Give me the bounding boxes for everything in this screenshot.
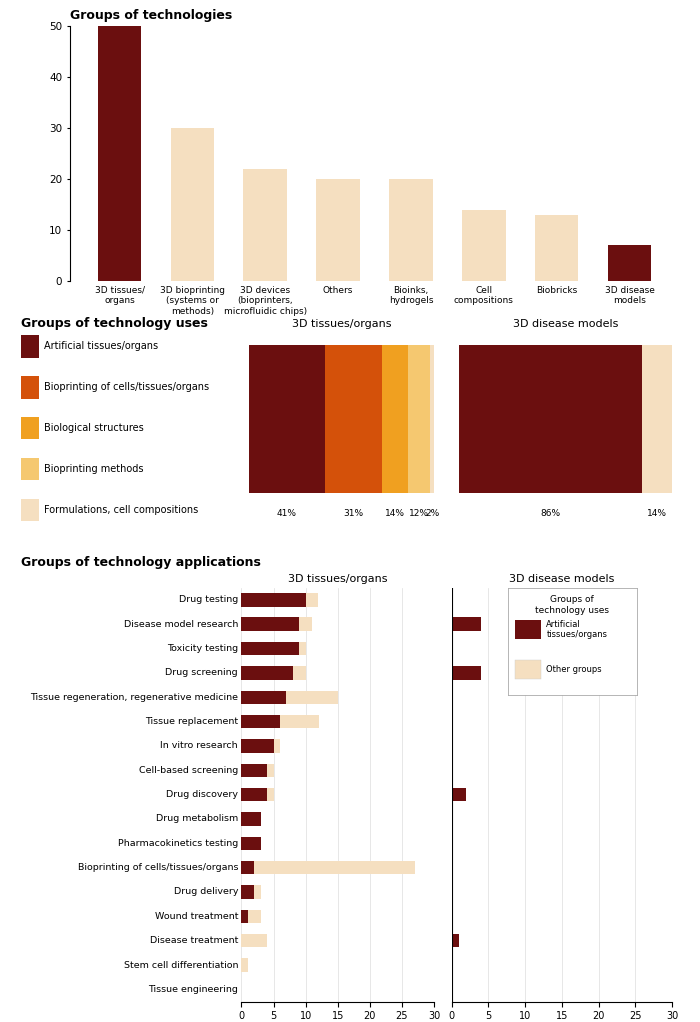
Bar xyxy=(241,837,260,850)
Bar xyxy=(248,345,325,493)
Bar xyxy=(241,861,254,875)
Bar xyxy=(306,593,318,606)
Bar xyxy=(274,739,280,752)
Bar xyxy=(462,210,505,281)
Bar xyxy=(389,179,433,281)
Bar xyxy=(408,345,430,493)
Text: Artificial
tissues/organs: Artificial tissues/organs xyxy=(547,619,608,639)
Text: Formulations, cell compositions: Formulations, cell compositions xyxy=(44,505,198,515)
Text: Groups of
technology uses: Groups of technology uses xyxy=(536,595,609,614)
Text: 31%: 31% xyxy=(343,509,363,518)
Bar xyxy=(241,714,280,729)
Text: Drug testing: Drug testing xyxy=(178,596,238,604)
Text: Drug screening: Drug screening xyxy=(165,668,238,678)
Bar xyxy=(267,788,274,801)
Bar xyxy=(248,910,260,923)
Text: Artificial tissues/organs: Artificial tissues/organs xyxy=(44,341,158,352)
Bar xyxy=(300,642,306,655)
Text: 14%: 14% xyxy=(647,509,667,518)
Text: Toxicity testing: Toxicity testing xyxy=(167,644,238,653)
Bar xyxy=(241,788,267,801)
Bar xyxy=(241,910,248,923)
Bar xyxy=(254,885,260,898)
Bar xyxy=(286,691,337,704)
Text: Biological structures: Biological structures xyxy=(44,423,144,433)
Text: 86%: 86% xyxy=(540,509,561,518)
Text: Pharmacokinetics testing: Pharmacokinetics testing xyxy=(118,839,238,848)
Text: 2%: 2% xyxy=(425,509,440,518)
Text: Bioprinting of cells/tissues/organs: Bioprinting of cells/tissues/organs xyxy=(78,864,238,872)
Bar xyxy=(241,959,248,972)
Text: 14%: 14% xyxy=(385,509,405,518)
Title: 3D tissues/organs: 3D tissues/organs xyxy=(291,319,391,329)
Bar xyxy=(642,345,672,493)
Bar xyxy=(244,169,287,281)
Text: Wound treatment: Wound treatment xyxy=(155,912,238,921)
Bar xyxy=(241,666,293,680)
Text: In vitro research: In vitro research xyxy=(160,741,238,750)
Text: Tissue replacement: Tissue replacement xyxy=(145,717,238,726)
Title: 3D disease models: 3D disease models xyxy=(512,319,618,329)
Bar xyxy=(267,763,274,777)
Text: Drug metabolism: Drug metabolism xyxy=(156,815,238,824)
Text: Disease treatment: Disease treatment xyxy=(150,936,238,945)
Bar xyxy=(241,934,267,947)
Text: Stem cell differentiation: Stem cell differentiation xyxy=(123,961,238,970)
Bar xyxy=(241,739,274,752)
Bar xyxy=(280,714,318,729)
Bar xyxy=(325,345,382,493)
Bar xyxy=(241,617,300,631)
Bar xyxy=(430,345,434,493)
Bar xyxy=(452,788,466,801)
Bar xyxy=(241,691,286,704)
Title: 3D tissues/organs: 3D tissues/organs xyxy=(288,574,388,585)
Text: Disease model research: Disease model research xyxy=(124,619,238,629)
Text: Tissue engineering: Tissue engineering xyxy=(148,985,238,993)
Text: Tissue regeneration, regenerative medicine: Tissue regeneration, regenerative medici… xyxy=(30,693,238,702)
Text: Drug delivery: Drug delivery xyxy=(174,887,238,896)
Title: 3D disease models: 3D disease models xyxy=(509,574,615,585)
Bar xyxy=(608,245,651,281)
Bar xyxy=(452,617,481,631)
Bar xyxy=(241,763,267,777)
Text: Other groups: Other groups xyxy=(547,664,602,673)
Text: Groups of technologies: Groups of technologies xyxy=(70,8,232,21)
Text: Groups of technology uses: Groups of technology uses xyxy=(21,317,208,330)
Bar xyxy=(241,593,306,606)
Bar xyxy=(171,128,214,281)
Bar xyxy=(254,861,414,875)
Bar xyxy=(458,345,642,493)
Bar xyxy=(241,642,300,655)
Bar xyxy=(98,26,141,281)
Bar xyxy=(452,934,459,947)
Text: Groups of technology applications: Groups of technology applications xyxy=(21,556,261,569)
Text: 41%: 41% xyxy=(276,509,297,518)
Bar xyxy=(300,617,312,631)
Text: 12%: 12% xyxy=(410,509,429,518)
Bar xyxy=(452,666,481,680)
Text: Bioprinting methods: Bioprinting methods xyxy=(44,464,144,474)
Bar xyxy=(293,666,306,680)
Text: Drug discovery: Drug discovery xyxy=(166,790,238,799)
Bar xyxy=(535,215,578,281)
Bar xyxy=(241,812,260,826)
Bar xyxy=(316,179,360,281)
Bar xyxy=(382,345,408,493)
Bar xyxy=(515,619,541,639)
Bar xyxy=(241,885,254,898)
Text: Cell-based screening: Cell-based screening xyxy=(139,765,238,775)
Bar xyxy=(515,659,541,679)
Text: Bioprinting of cells/tissues/organs: Bioprinting of cells/tissues/organs xyxy=(44,382,209,392)
